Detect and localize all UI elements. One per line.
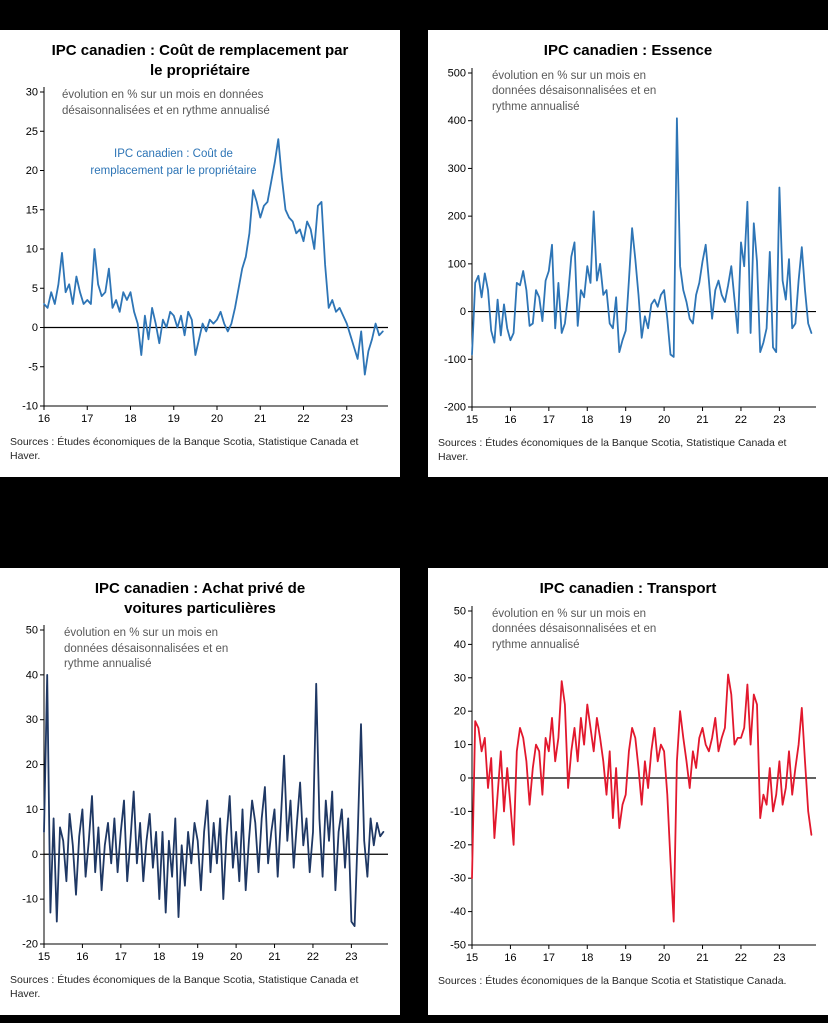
- svg-text:-200: -200: [444, 401, 466, 413]
- source-note: Sources : Études économiques de la Banqu…: [438, 974, 787, 987]
- svg-text:40: 40: [26, 669, 38, 681]
- svg-text:17: 17: [81, 413, 93, 425]
- chart-area: 500 400 300 200 100 0 -100 -200 15 16 17 18 19 20 21 22…: [432, 63, 824, 431]
- svg-text:19: 19: [192, 951, 204, 963]
- svg-text:0: 0: [32, 849, 38, 861]
- source-note: Sources : Études économiques de la Banqu…: [438, 436, 787, 463]
- chart-title: IPC canadien : Transport: [539, 580, 717, 597]
- chart-annotation: évolution en % sur un mois en données dé…: [62, 89, 270, 117]
- svg-text:0: 0: [32, 322, 38, 334]
- svg-text:21: 21: [696, 414, 708, 426]
- svg-text:16: 16: [76, 951, 88, 963]
- svg-text:15: 15: [38, 951, 50, 963]
- chart-panel-owner-replacement-cost: IPC canadien : Coût de remplacement par …: [0, 30, 400, 477]
- svg-text:-5: -5: [28, 361, 38, 373]
- svg-text:22: 22: [735, 952, 747, 964]
- svg-text:10: 10: [454, 739, 466, 751]
- svg-text:22: 22: [307, 951, 319, 963]
- chart-annotation: évolution en % sur un mois en données dé…: [492, 607, 657, 651]
- svg-text:500: 500: [448, 67, 466, 79]
- svg-text:23: 23: [773, 952, 785, 964]
- svg-text:10: 10: [26, 804, 38, 816]
- svg-text:300: 300: [448, 162, 466, 174]
- svg-text:18: 18: [124, 413, 136, 425]
- svg-text:10: 10: [26, 244, 38, 256]
- svg-text:15: 15: [26, 204, 38, 216]
- svg-text:-50: -50: [450, 939, 466, 951]
- svg-text:-30: -30: [450, 872, 466, 884]
- svg-text:20: 20: [211, 413, 223, 425]
- svg-text:50: 50: [454, 605, 466, 617]
- svg-text:22: 22: [297, 413, 309, 425]
- chart-annotation: évolution en % sur un mois en données dé…: [492, 69, 657, 113]
- svg-text:21: 21: [268, 951, 280, 963]
- svg-text:20: 20: [658, 952, 670, 964]
- chart-title: IPC canadien : Coût de remplacement par …: [51, 42, 349, 79]
- svg-text:30: 30: [26, 87, 38, 99]
- chart-panel-private-car-purchase: IPC canadien : Achat privé de voitures p…: [0, 568, 400, 1015]
- chart-annotation: évolution en % sur un mois en données dé…: [64, 627, 229, 671]
- svg-text:16: 16: [504, 952, 516, 964]
- svg-text:20: 20: [454, 705, 466, 717]
- svg-text:50: 50: [26, 625, 38, 637]
- svg-text:30: 30: [26, 714, 38, 726]
- svg-text:21: 21: [696, 952, 708, 964]
- chart-title: IPC canadien : Essence: [543, 42, 713, 59]
- svg-text:0: 0: [460, 772, 466, 784]
- chart-area: 50 40 30 20 10 0 -10 -20 -30 -40 -50 15 16 17 18 19 20 21…: [432, 601, 824, 969]
- svg-text:-10: -10: [450, 805, 466, 817]
- svg-text:18: 18: [581, 414, 593, 426]
- svg-text:-100: -100: [444, 353, 466, 365]
- svg-text:17: 17: [115, 951, 127, 963]
- chart-title: IPC canadien : Achat privé de voitures p…: [94, 580, 306, 617]
- svg-text:-10: -10: [22, 894, 38, 906]
- svg-text:25: 25: [26, 126, 38, 138]
- svg-text:20: 20: [26, 165, 38, 177]
- svg-text:19: 19: [168, 413, 180, 425]
- source-note: Sources : Études économiques de la Banqu…: [10, 974, 359, 1001]
- svg-text:-20: -20: [22, 939, 38, 951]
- svg-text:16: 16: [38, 413, 50, 425]
- chart-panel-transport: IPC canadien : Transport 50 40 30 20 10 0 -10 -…: [428, 568, 828, 1015]
- series-label: IPC canadien : Coût de remplacement par …: [90, 148, 257, 177]
- svg-text:19: 19: [620, 414, 632, 426]
- svg-text:5: 5: [32, 283, 38, 295]
- svg-text:23: 23: [341, 413, 353, 425]
- svg-text:20: 20: [658, 414, 670, 426]
- chart-area: 50 40 30 20 10 0 -10 -20 15 16 17 18 19 20 21 22 23 évol…: [4, 620, 396, 968]
- svg-text:0: 0: [460, 306, 466, 318]
- svg-text:18: 18: [153, 951, 165, 963]
- svg-text:16: 16: [504, 414, 516, 426]
- svg-text:17: 17: [543, 952, 555, 964]
- chart-panel-gasoline: IPC canadien : Essence 500 400 300 200 100 0 -…: [428, 30, 828, 477]
- svg-text:23: 23: [773, 414, 785, 426]
- svg-text:20: 20: [230, 951, 242, 963]
- svg-text:20: 20: [26, 759, 38, 771]
- source-note: Sources : Études économiques de la Banqu…: [10, 436, 359, 463]
- svg-text:22: 22: [735, 414, 747, 426]
- svg-text:400: 400: [448, 115, 466, 127]
- svg-text:-10: -10: [22, 401, 38, 413]
- svg-text:40: 40: [454, 638, 466, 650]
- svg-text:23: 23: [345, 951, 357, 963]
- svg-text:100: 100: [448, 258, 466, 270]
- svg-text:-20: -20: [450, 839, 466, 851]
- svg-text:15: 15: [466, 952, 478, 964]
- svg-text:19: 19: [620, 952, 632, 964]
- svg-text:21: 21: [254, 413, 266, 425]
- svg-text:30: 30: [454, 672, 466, 684]
- svg-text:15: 15: [466, 414, 478, 426]
- svg-text:18: 18: [581, 952, 593, 964]
- svg-text:200: 200: [448, 210, 466, 222]
- chart-area: 30 25 20 15 10 5 0 -5 -10 16 17 18 19 20 21 22 23 évolut…: [4, 82, 396, 430]
- svg-text:17: 17: [543, 414, 555, 426]
- svg-text:-40: -40: [450, 906, 466, 918]
